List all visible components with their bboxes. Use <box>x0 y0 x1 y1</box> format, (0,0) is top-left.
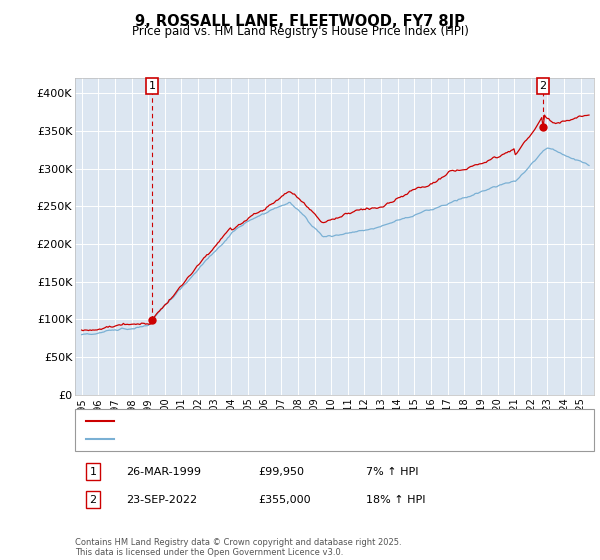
Text: £355,000: £355,000 <box>258 494 311 505</box>
Text: 23-SEP-2022: 23-SEP-2022 <box>126 494 197 505</box>
Text: Contains HM Land Registry data © Crown copyright and database right 2025.
This d: Contains HM Land Registry data © Crown c… <box>75 538 401 557</box>
Text: 1: 1 <box>89 466 97 477</box>
Text: 9, ROSSALL LANE, FLEETWOOD, FY7 8JP: 9, ROSSALL LANE, FLEETWOOD, FY7 8JP <box>135 14 465 29</box>
Text: 9, ROSSALL LANE, FLEETWOOD, FY7 8JP (detached house): 9, ROSSALL LANE, FLEETWOOD, FY7 8JP (det… <box>120 416 423 426</box>
Text: 7% ↑ HPI: 7% ↑ HPI <box>366 466 419 477</box>
Text: 2: 2 <box>539 81 547 91</box>
Text: 1: 1 <box>149 81 155 91</box>
Text: £99,950: £99,950 <box>258 466 304 477</box>
Text: 26-MAR-1999: 26-MAR-1999 <box>126 466 201 477</box>
Text: Price paid vs. HM Land Registry's House Price Index (HPI): Price paid vs. HM Land Registry's House … <box>131 25 469 38</box>
Text: 18% ↑ HPI: 18% ↑ HPI <box>366 494 425 505</box>
Text: HPI: Average price, detached house, Wyre: HPI: Average price, detached house, Wyre <box>120 434 340 444</box>
Text: 2: 2 <box>89 494 97 505</box>
